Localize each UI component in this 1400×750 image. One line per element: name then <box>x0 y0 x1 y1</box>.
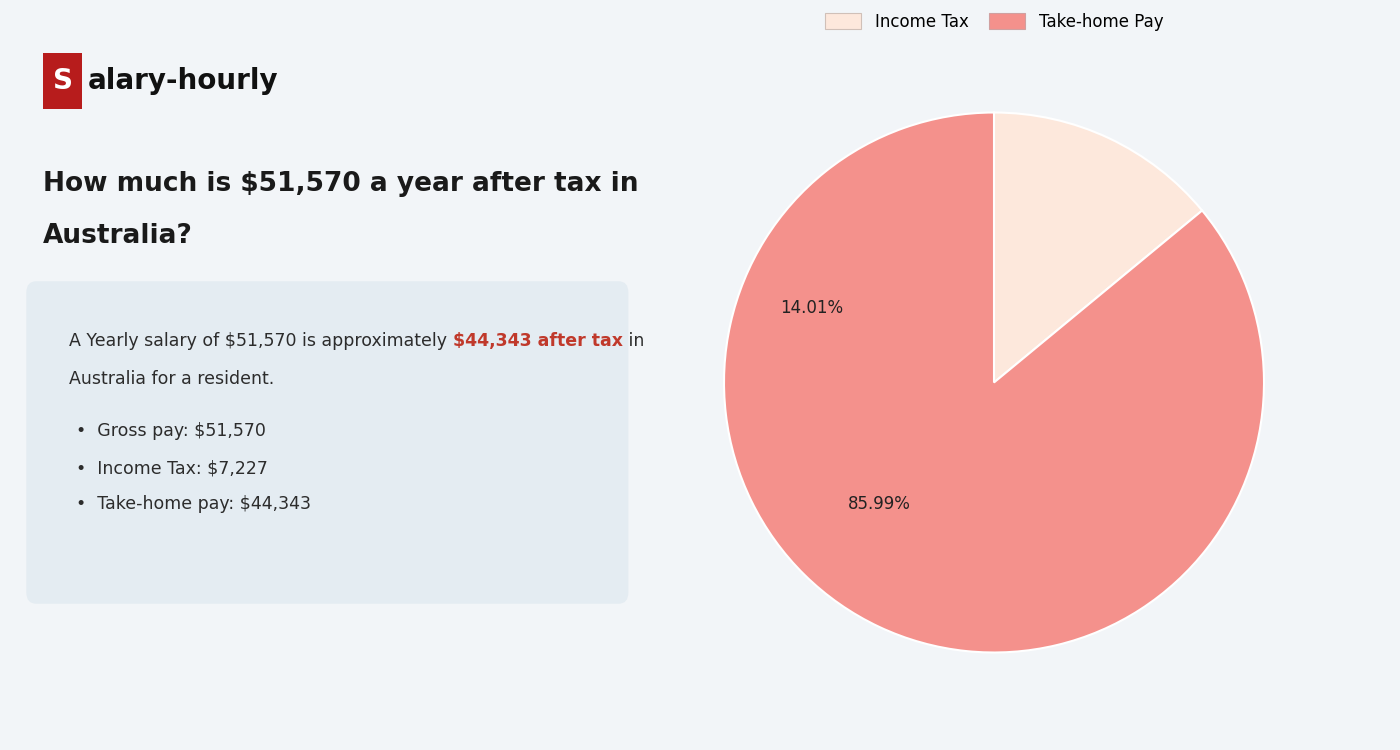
Text: How much is $51,570 a year after tax in: How much is $51,570 a year after tax in <box>43 171 638 196</box>
Text: 85.99%: 85.99% <box>848 495 910 513</box>
Text: A Yearly salary of $51,570 is approximately: A Yearly salary of $51,570 is approximat… <box>69 332 452 350</box>
Text: $44,343 after tax: $44,343 after tax <box>452 332 623 350</box>
FancyBboxPatch shape <box>43 53 83 109</box>
Text: alary-hourly: alary-hourly <box>88 67 279 94</box>
Legend: Income Tax, Take-home Pay: Income Tax, Take-home Pay <box>818 6 1170 38</box>
FancyBboxPatch shape <box>27 281 629 604</box>
Text: in: in <box>623 332 644 350</box>
Wedge shape <box>994 112 1203 382</box>
Text: •  Take-home pay: $44,343: • Take-home pay: $44,343 <box>76 495 311 513</box>
Text: •  Income Tax: $7,227: • Income Tax: $7,227 <box>76 460 267 478</box>
Text: 14.01%: 14.01% <box>780 299 843 317</box>
Text: Australia?: Australia? <box>43 224 193 249</box>
Text: •  Gross pay: $51,570: • Gross pay: $51,570 <box>76 422 266 440</box>
Text: S: S <box>53 67 73 94</box>
Text: Australia for a resident.: Australia for a resident. <box>69 370 274 388</box>
Wedge shape <box>724 112 1264 652</box>
